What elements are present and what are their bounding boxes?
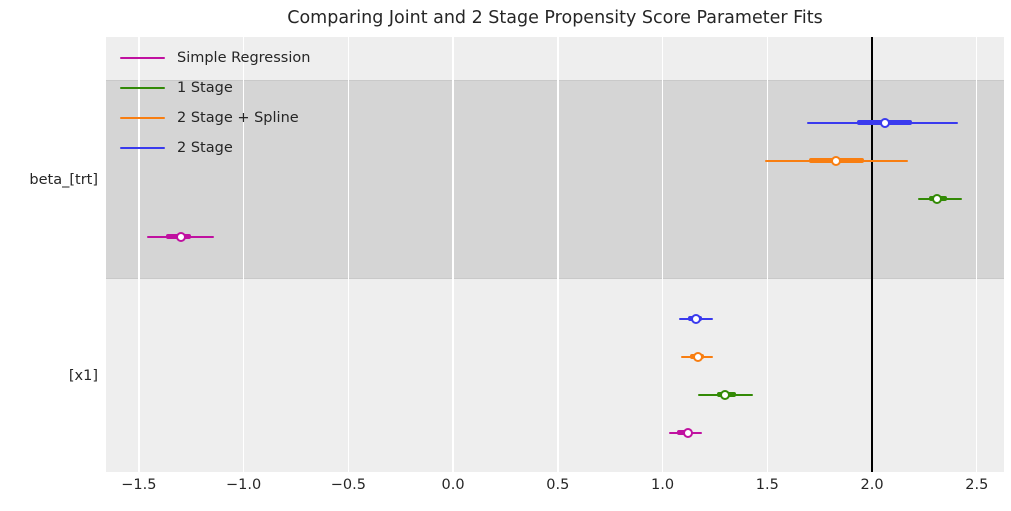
x-tick-label: −0.5 xyxy=(330,477,366,493)
legend-label: 1 Stage xyxy=(177,80,233,96)
x-tick-label: 2.5 xyxy=(965,477,989,493)
point-estimate-marker xyxy=(720,389,731,400)
gridline xyxy=(138,37,140,472)
gridline xyxy=(347,37,350,472)
point-estimate-marker xyxy=(682,427,693,438)
gridline xyxy=(766,37,768,472)
point-estimate-marker xyxy=(693,351,704,362)
gridline xyxy=(557,37,559,472)
x-tick-label: 1.5 xyxy=(755,477,779,493)
legend-entry: Simple Regression xyxy=(120,43,310,73)
legend-line-swatch xyxy=(120,116,165,120)
point-estimate-marker xyxy=(175,231,186,242)
x-tick-label: 0.5 xyxy=(546,477,570,493)
gridline xyxy=(976,37,978,472)
legend-label: 2 Stage + Spline xyxy=(177,110,299,126)
point-estimate-marker xyxy=(831,155,842,166)
legend-line-swatch xyxy=(120,56,165,60)
legend: Simple Regression 1 Stage 2 Stage + Spline… xyxy=(120,43,310,163)
x-tick-label: −1.0 xyxy=(226,477,262,493)
gridline xyxy=(661,37,664,472)
point-estimate-marker xyxy=(931,193,942,204)
legend-label: Simple Regression xyxy=(177,50,311,66)
shaded-band xyxy=(106,80,1004,279)
gridline xyxy=(452,37,454,472)
gridline xyxy=(242,37,245,472)
plot-area: Simple Regression 1 Stage 2 Stage + Spline… xyxy=(106,37,1004,472)
legend-entry: 2 Stage xyxy=(120,133,310,163)
x-tick-label: −1.5 xyxy=(121,477,157,493)
x-tick-label: 1.0 xyxy=(651,477,675,493)
legend-entry: 1 Stage xyxy=(120,73,310,103)
y-axis-label: [x1] xyxy=(68,367,98,384)
legend-label: 2 Stage xyxy=(177,140,233,156)
legend-line-swatch xyxy=(120,146,165,150)
point-estimate-marker xyxy=(691,313,702,324)
x-tick-label: 0.0 xyxy=(441,477,465,493)
legend-line-swatch xyxy=(120,86,165,90)
y-axis-label: beta_[trt] xyxy=(29,171,98,188)
chart-title: Comparing Joint and 2 Stage Propensity S… xyxy=(287,8,823,28)
x-tick-label: 2.0 xyxy=(860,477,884,493)
legend-entry: 2 Stage + Spline xyxy=(120,103,310,133)
reference-line xyxy=(871,37,873,472)
point-estimate-marker xyxy=(879,117,890,128)
